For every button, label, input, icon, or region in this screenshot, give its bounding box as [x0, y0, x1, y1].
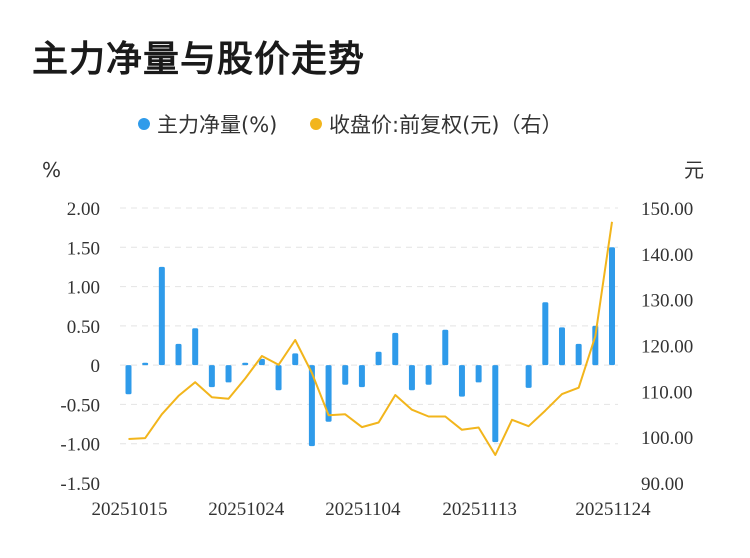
right-tick-label: 110.00 — [641, 382, 693, 403]
bar — [458, 365, 465, 397]
left-tick-label: 0 — [91, 356, 101, 377]
x-tick-label: 20251124 — [575, 499, 651, 520]
bar — [208, 365, 215, 388]
bar — [592, 325, 599, 366]
right-tick-label: 100.00 — [641, 428, 693, 449]
left-tick-label: 1.50 — [67, 238, 100, 259]
bar — [425, 365, 432, 385]
right-tick-label: 140.00 — [641, 245, 693, 266]
x-tick-label: 20251024 — [208, 499, 285, 520]
right-tick-label: 130.00 — [641, 291, 693, 312]
line-series — [128, 221, 613, 456]
bar — [408, 365, 415, 391]
left-axis-ticks: 2.00 1.50 1.00 0.50 0 -0.50 -1.00 -1.50 — [60, 199, 100, 495]
left-tick-label: 1.00 — [67, 278, 100, 299]
left-tick-label: -0.50 — [60, 395, 100, 416]
bar — [375, 351, 382, 366]
right-tick-label: 90.00 — [641, 474, 684, 495]
bar — [525, 365, 532, 388]
left-tick-label: -1.50 — [60, 474, 100, 495]
legend-marker-close-price — [310, 118, 322, 130]
bar — [242, 362, 249, 366]
legend-label-net-volume: 主力净量(%) — [157, 113, 277, 137]
bar — [275, 365, 282, 391]
left-tick-label: -1.00 — [60, 435, 100, 456]
bar-series — [125, 247, 615, 447]
bar — [308, 365, 315, 447]
left-tick-label: 0.50 — [67, 317, 100, 338]
bar — [492, 365, 499, 443]
bar — [575, 343, 582, 366]
bar — [358, 365, 365, 388]
legend-label-close-price: 收盘价:前复权(元)（右） — [329, 113, 562, 137]
x-axis-ticks: 20251015 20251024 20251104 20251113 20251124 — [92, 499, 652, 520]
grid — [120, 207, 618, 445]
right-tick-label: 120.00 — [641, 337, 693, 358]
bar — [142, 362, 149, 366]
bar — [609, 247, 615, 366]
bar — [542, 302, 549, 366]
legend: 主力净量(%) 收盘价:前复权(元)（右） — [138, 113, 562, 137]
bar — [258, 358, 265, 366]
bar — [125, 365, 132, 395]
x-tick-label: 20251015 — [92, 499, 168, 520]
right-tick-label: 150.00 — [641, 199, 693, 220]
bar — [192, 328, 199, 366]
bar — [342, 365, 349, 385]
bar — [175, 343, 182, 366]
bar — [225, 365, 232, 383]
x-tick-label: 20251104 — [325, 499, 401, 520]
bar — [558, 327, 565, 366]
bar — [475, 365, 482, 383]
bar — [292, 353, 299, 366]
bar — [158, 266, 165, 366]
x-tick-label: 20251113 — [442, 499, 517, 520]
left-tick-label: 2.00 — [67, 199, 100, 220]
page-title: 主力净量与股价走势 — [32, 39, 366, 80]
legend-marker-net-volume — [138, 118, 150, 130]
bar — [392, 332, 399, 366]
close-price-line — [128, 221, 613, 456]
right-axis-ticks: 150.00 140.00 130.00 120.00 110.00 100.00 90.0… — [641, 199, 693, 495]
left-axis-unit: % — [42, 158, 61, 182]
bar — [325, 365, 332, 422]
bar — [442, 329, 449, 366]
right-axis-unit: 元 — [684, 158, 704, 182]
